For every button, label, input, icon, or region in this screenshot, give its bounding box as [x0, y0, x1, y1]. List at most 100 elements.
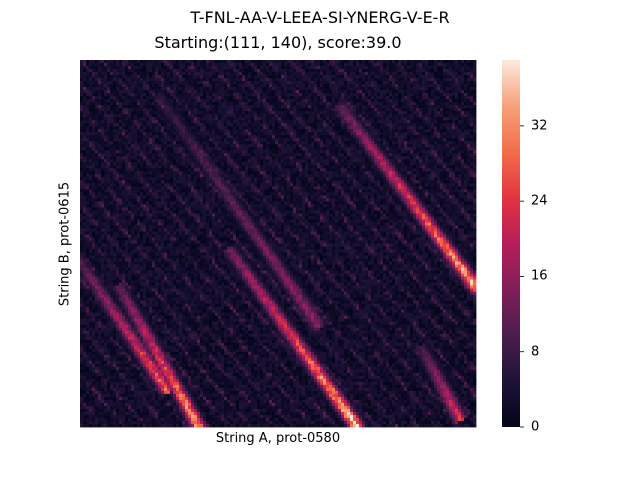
heatmap-cell	[365, 156, 369, 160]
heatmap-cell	[275, 81, 279, 85]
heatmap-cell	[404, 69, 408, 73]
heatmap-cell	[188, 147, 192, 151]
heatmap-cell	[191, 78, 195, 82]
heatmap-cell	[425, 126, 429, 130]
heatmap-cell	[92, 90, 96, 94]
heatmap-cell	[452, 168, 456, 172]
heatmap-cell	[248, 78, 252, 82]
heatmap-cell	[224, 75, 228, 79]
heatmap-cell	[320, 105, 324, 109]
heatmap-cell	[128, 153, 132, 157]
heatmap-cell	[458, 153, 462, 157]
heatmap-cell	[293, 114, 297, 118]
heatmap-cell	[341, 123, 345, 127]
heatmap-cell	[209, 90, 213, 94]
heatmap-cell	[158, 150, 162, 154]
heatmap-cell	[86, 102, 90, 106]
heatmap-cell	[128, 60, 132, 64]
heatmap-cell	[194, 81, 198, 85]
heatmap-cell	[299, 63, 303, 67]
heatmap-cell	[410, 150, 414, 154]
heatmap-cell	[425, 123, 429, 127]
heatmap-cell	[314, 114, 318, 118]
heatmap-cell	[284, 123, 288, 127]
heatmap-cell	[329, 87, 333, 91]
heatmap-cell	[266, 72, 270, 76]
heatmap-cell	[137, 60, 141, 64]
heatmap-cell	[467, 114, 471, 118]
heatmap-cell	[443, 117, 447, 121]
heatmap-cell	[449, 120, 453, 124]
heatmap-cell	[218, 72, 222, 76]
heatmap-cell	[473, 129, 477, 133]
heatmap-cell	[83, 111, 87, 115]
heatmap-cell	[320, 96, 324, 100]
heatmap-cell	[413, 159, 417, 163]
heatmap-cell	[152, 102, 156, 106]
heatmap-cell	[224, 105, 228, 109]
heatmap-cell	[272, 84, 276, 88]
heatmap-cell	[137, 138, 141, 142]
heatmap-cell	[422, 87, 426, 91]
heatmap-cell	[179, 66, 183, 70]
heatmap-cell	[317, 132, 321, 136]
heatmap-cell	[461, 168, 465, 172]
heatmap-cell	[224, 144, 228, 148]
heatmap-cell	[371, 108, 375, 112]
heatmap-cell	[230, 120, 234, 124]
heatmap-cell	[245, 111, 249, 115]
heatmap-cell	[380, 117, 384, 121]
heatmap-cell	[275, 63, 279, 67]
heatmap-cell	[182, 84, 186, 88]
heatmap-cell	[338, 153, 342, 157]
heatmap-cell	[335, 102, 339, 106]
heatmap-cell	[383, 141, 387, 145]
heatmap-cell	[332, 156, 336, 160]
heatmap-cell	[467, 63, 471, 67]
heatmap-cell	[260, 159, 264, 163]
heatmap-cell	[317, 126, 321, 130]
heatmap-cell	[353, 84, 357, 88]
heatmap-cell	[98, 84, 102, 88]
heatmap-cell	[134, 84, 138, 88]
heatmap-cell	[116, 117, 120, 121]
heatmap-cell	[128, 114, 132, 118]
heatmap-cell	[317, 138, 321, 142]
heatmap-cell	[287, 114, 291, 118]
heatmap-cell	[116, 111, 120, 115]
heatmap-cell	[110, 162, 114, 166]
heatmap-cell	[107, 141, 111, 145]
heatmap-cell	[212, 66, 216, 70]
heatmap-cell	[437, 90, 441, 94]
heatmap-cell	[86, 114, 90, 118]
heatmap-cell	[233, 120, 237, 124]
heatmap-cell	[347, 75, 351, 79]
heatmap-cell	[293, 75, 297, 79]
heatmap-cell	[140, 165, 144, 169]
heatmap-cell	[398, 78, 402, 82]
heatmap-cell	[470, 81, 474, 85]
heatmap-cell	[269, 129, 273, 133]
heatmap-cell	[155, 156, 159, 160]
heatmap-cell	[323, 111, 327, 115]
heatmap-cell	[188, 129, 192, 133]
heatmap-cell	[464, 78, 468, 82]
heatmap-cell	[371, 90, 375, 94]
heatmap-cell	[464, 162, 468, 166]
heatmap-cell	[362, 63, 366, 67]
heatmap-cell	[428, 108, 432, 112]
heatmap-cell	[356, 171, 360, 175]
heatmap-cell	[416, 150, 420, 154]
heatmap-cell	[170, 117, 174, 121]
heatmap-cell	[212, 117, 216, 121]
heatmap-cell	[464, 165, 468, 169]
heatmap-cell	[404, 87, 408, 91]
heatmap-cell	[194, 144, 198, 148]
heatmap-cell	[137, 99, 141, 103]
heatmap-cell	[383, 90, 387, 94]
heatmap-cell	[185, 60, 189, 64]
heatmap-cell	[470, 72, 474, 76]
heatmap-cell	[203, 162, 207, 166]
heatmap-cell	[107, 90, 111, 94]
heatmap-cell	[173, 75, 177, 79]
